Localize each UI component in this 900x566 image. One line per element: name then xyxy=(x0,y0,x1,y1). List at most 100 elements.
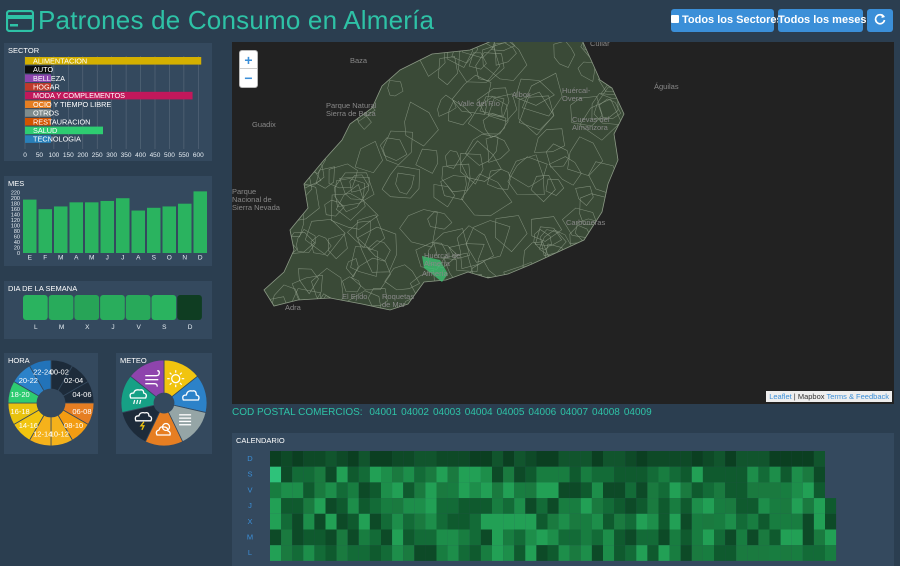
calendar-cell[interactable] xyxy=(458,529,470,546)
calendar-cell[interactable] xyxy=(558,482,570,499)
calendar-cell[interactable] xyxy=(614,545,626,561)
calendar-cell[interactable] xyxy=(458,513,470,530)
calendar-cell[interactable] xyxy=(636,451,648,467)
month-bar[interactable] xyxy=(85,202,99,253)
calendar-cell[interactable] xyxy=(392,498,404,514)
calendar-cell[interactable] xyxy=(314,545,326,561)
calendar-cell[interactable] xyxy=(647,513,659,530)
calendar-cell[interactable] xyxy=(736,482,748,499)
calendar-cell[interactable] xyxy=(825,498,837,514)
calendar-cell[interactable] xyxy=(469,529,481,546)
calendar-cell[interactable] xyxy=(691,529,703,546)
calendar-cell[interactable] xyxy=(536,482,548,499)
calendar-cell[interactable] xyxy=(702,529,714,546)
calendar-cell[interactable] xyxy=(392,529,404,546)
calendar-cell[interactable] xyxy=(425,482,437,499)
calendar-cell[interactable] xyxy=(547,545,559,561)
calendar-cell[interactable] xyxy=(414,482,426,499)
sector-bar[interactable] xyxy=(25,91,193,100)
calendar-cell[interactable] xyxy=(347,482,359,499)
calendar-cell[interactable] xyxy=(625,451,637,467)
calendar-cell[interactable] xyxy=(514,451,526,467)
calendar-cell[interactable] xyxy=(614,451,626,467)
calendar-cell[interactable] xyxy=(714,451,726,467)
calendar-cell[interactable] xyxy=(314,529,326,546)
calendar-cell[interactable] xyxy=(725,513,737,530)
calendar-cell[interactable] xyxy=(725,545,737,561)
weather-segment[interactable] xyxy=(129,359,165,398)
calendar-cell[interactable] xyxy=(747,513,759,530)
calendar-cell[interactable] xyxy=(603,545,615,561)
calendar-cell[interactable] xyxy=(436,545,448,561)
calendar-cell[interactable] xyxy=(536,498,548,514)
calendar-cell[interactable] xyxy=(780,466,792,483)
calendar-cell[interactable] xyxy=(791,513,803,530)
calendar-cell[interactable] xyxy=(714,498,726,514)
calendar-cell[interactable] xyxy=(813,513,825,530)
calendar-cell[interactable] xyxy=(825,545,837,561)
calendar-cell[interactable] xyxy=(347,466,359,483)
calendar-cell[interactable] xyxy=(736,545,748,561)
calendar-cell[interactable] xyxy=(369,529,381,546)
calendar-cell[interactable] xyxy=(669,529,681,546)
calendar-cell[interactable] xyxy=(547,529,559,546)
calendar-cell[interactable] xyxy=(314,466,326,483)
calendar-cell[interactable] xyxy=(825,529,837,546)
calendar-cell[interactable] xyxy=(658,482,670,499)
calendar-cell[interactable] xyxy=(580,451,592,467)
postal-code-link[interactable]: 04005 xyxy=(496,407,525,418)
calendar-cell[interactable] xyxy=(702,498,714,514)
calendar-cell[interactable] xyxy=(558,529,570,546)
calendar-cell[interactable] xyxy=(403,482,415,499)
calendar-cell[interactable] xyxy=(392,451,404,467)
calendar-cell[interactable] xyxy=(425,545,437,561)
calendar-cell[interactable] xyxy=(680,466,692,483)
calendar-cell[interactable] xyxy=(447,529,459,546)
calendar-cell[interactable] xyxy=(436,498,448,514)
calendar-cell[interactable] xyxy=(425,498,437,514)
calendar-cell[interactable] xyxy=(736,498,748,514)
calendar-cell[interactable] xyxy=(547,513,559,530)
calendar-cell[interactable] xyxy=(369,545,381,561)
calendar-cell[interactable] xyxy=(569,513,581,530)
calendar-cell[interactable] xyxy=(336,482,348,499)
calendar-cell[interactable] xyxy=(591,482,603,499)
calendar-cell[interactable] xyxy=(292,482,304,499)
calendar-cell[interactable] xyxy=(614,482,626,499)
calendar-cell[interactable] xyxy=(281,451,293,467)
calendar-cell[interactable] xyxy=(747,498,759,514)
calendar-cell[interactable] xyxy=(736,466,748,483)
calendar-cell[interactable] xyxy=(536,451,548,467)
month-bar[interactable] xyxy=(193,191,208,253)
calendar-cell[interactable] xyxy=(392,482,404,499)
calendar-cell[interactable] xyxy=(758,529,770,546)
terms-link[interactable]: Terms & Feedback xyxy=(826,392,889,401)
calendar-cell[interactable] xyxy=(325,482,337,499)
province-outline[interactable] xyxy=(263,42,625,311)
calendar-cell[interactable] xyxy=(691,498,703,514)
postal-code-link[interactable]: 04002 xyxy=(401,407,429,418)
calendar-cell[interactable] xyxy=(403,529,415,546)
calendar-cell[interactable] xyxy=(625,466,637,483)
calendar-cell[interactable] xyxy=(658,513,670,530)
calendar-cell[interactable] xyxy=(747,482,759,499)
calendar-cell[interactable] xyxy=(636,482,648,499)
calendar-cell[interactable] xyxy=(525,482,537,499)
calendar-cell[interactable] xyxy=(480,545,492,561)
calendar-cell[interactable] xyxy=(369,451,381,467)
calendar-cell[interactable] xyxy=(403,451,415,467)
calendar-cell[interactable] xyxy=(647,466,659,483)
calendar-cell[interactable] xyxy=(636,545,648,561)
calendar-cell[interactable] xyxy=(492,513,504,530)
calendar-cell[interactable] xyxy=(813,466,825,483)
calendar-cell[interactable] xyxy=(525,513,537,530)
map[interactable]: Baza Parque Natural Sierra de Baza Guadix P… xyxy=(232,42,894,404)
calendar-cell[interactable] xyxy=(569,482,581,499)
calendar-cell[interactable] xyxy=(769,545,781,561)
calendar-cell[interactable] xyxy=(414,545,426,561)
calendar-cell[interactable] xyxy=(336,529,348,546)
calendar-cell[interactable] xyxy=(714,482,726,499)
calendar-cell[interactable] xyxy=(480,529,492,546)
calendar-cell[interactable] xyxy=(425,451,437,467)
calendar-cell[interactable] xyxy=(458,451,470,467)
